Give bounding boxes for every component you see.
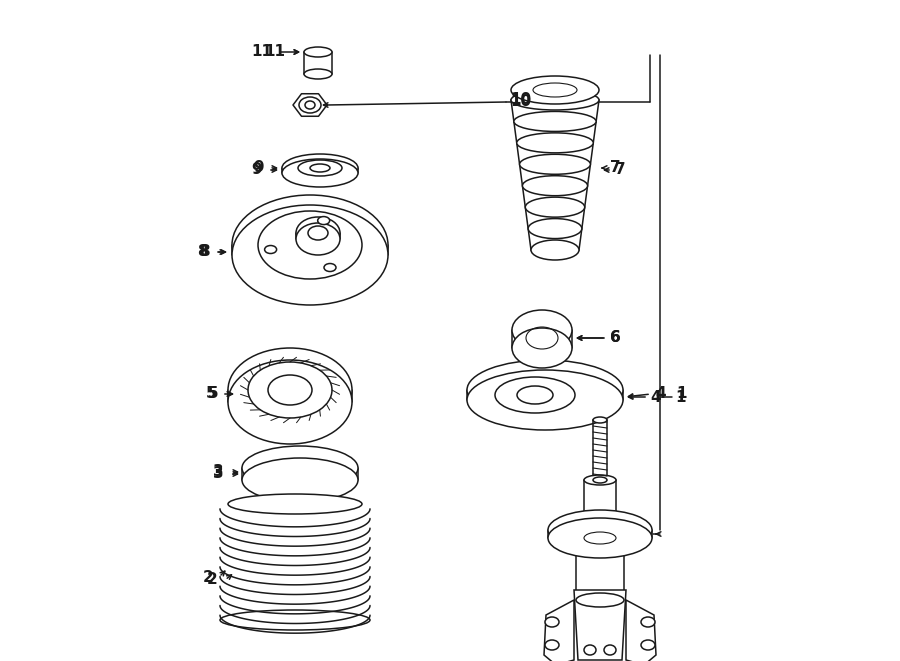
Ellipse shape	[296, 217, 340, 249]
Text: 7: 7	[610, 161, 621, 176]
Text: 10: 10	[510, 95, 531, 110]
Ellipse shape	[467, 360, 623, 420]
Ellipse shape	[265, 245, 276, 254]
Text: 2: 2	[202, 570, 213, 584]
Ellipse shape	[545, 617, 559, 627]
Ellipse shape	[531, 240, 579, 260]
Ellipse shape	[220, 610, 370, 630]
Ellipse shape	[604, 645, 616, 655]
Ellipse shape	[545, 640, 559, 650]
Ellipse shape	[584, 475, 616, 485]
Text: 1: 1	[675, 389, 686, 405]
Text: 11: 11	[251, 44, 272, 59]
Ellipse shape	[296, 223, 340, 255]
Ellipse shape	[228, 348, 352, 432]
Text: 1: 1	[676, 387, 687, 401]
Text: 4: 4	[650, 389, 661, 405]
Ellipse shape	[232, 195, 388, 295]
Text: 6: 6	[610, 330, 621, 346]
Text: 4: 4	[655, 387, 666, 401]
Ellipse shape	[242, 458, 358, 502]
Text: 5: 5	[207, 387, 218, 401]
Ellipse shape	[641, 617, 655, 627]
Text: 5: 5	[205, 387, 216, 401]
Ellipse shape	[318, 217, 329, 225]
Polygon shape	[626, 600, 656, 661]
Ellipse shape	[304, 69, 332, 79]
Ellipse shape	[467, 370, 623, 430]
Ellipse shape	[519, 154, 590, 175]
Polygon shape	[574, 590, 626, 660]
Ellipse shape	[228, 494, 362, 514]
Text: 8: 8	[200, 245, 210, 260]
Ellipse shape	[576, 533, 624, 547]
Text: 10: 10	[510, 93, 531, 108]
Text: 7: 7	[615, 163, 626, 178]
Ellipse shape	[593, 417, 607, 423]
Ellipse shape	[548, 510, 652, 550]
Text: 11: 11	[264, 44, 285, 59]
Ellipse shape	[517, 133, 593, 153]
Ellipse shape	[584, 535, 616, 545]
Ellipse shape	[228, 360, 352, 444]
Ellipse shape	[232, 205, 388, 305]
Ellipse shape	[548, 518, 652, 558]
Ellipse shape	[593, 477, 607, 483]
Ellipse shape	[512, 328, 572, 368]
Text: 6: 6	[610, 330, 621, 346]
Ellipse shape	[242, 446, 358, 490]
Ellipse shape	[512, 310, 572, 350]
Ellipse shape	[514, 112, 596, 132]
Text: 8: 8	[197, 245, 208, 260]
Ellipse shape	[282, 159, 358, 187]
Polygon shape	[293, 94, 327, 116]
Text: 9: 9	[254, 161, 264, 176]
Text: 2: 2	[207, 572, 218, 588]
Text: 3: 3	[213, 465, 224, 479]
Ellipse shape	[304, 47, 332, 57]
Text: 3: 3	[213, 467, 224, 481]
Ellipse shape	[584, 645, 596, 655]
Ellipse shape	[511, 76, 599, 104]
Ellipse shape	[511, 90, 599, 110]
Ellipse shape	[282, 154, 358, 182]
Ellipse shape	[526, 197, 585, 217]
Ellipse shape	[641, 640, 655, 650]
Text: 9: 9	[251, 163, 262, 178]
Ellipse shape	[528, 219, 582, 239]
Polygon shape	[544, 600, 574, 661]
Ellipse shape	[576, 593, 624, 607]
Ellipse shape	[299, 97, 321, 113]
Ellipse shape	[522, 176, 588, 196]
Ellipse shape	[324, 264, 336, 272]
